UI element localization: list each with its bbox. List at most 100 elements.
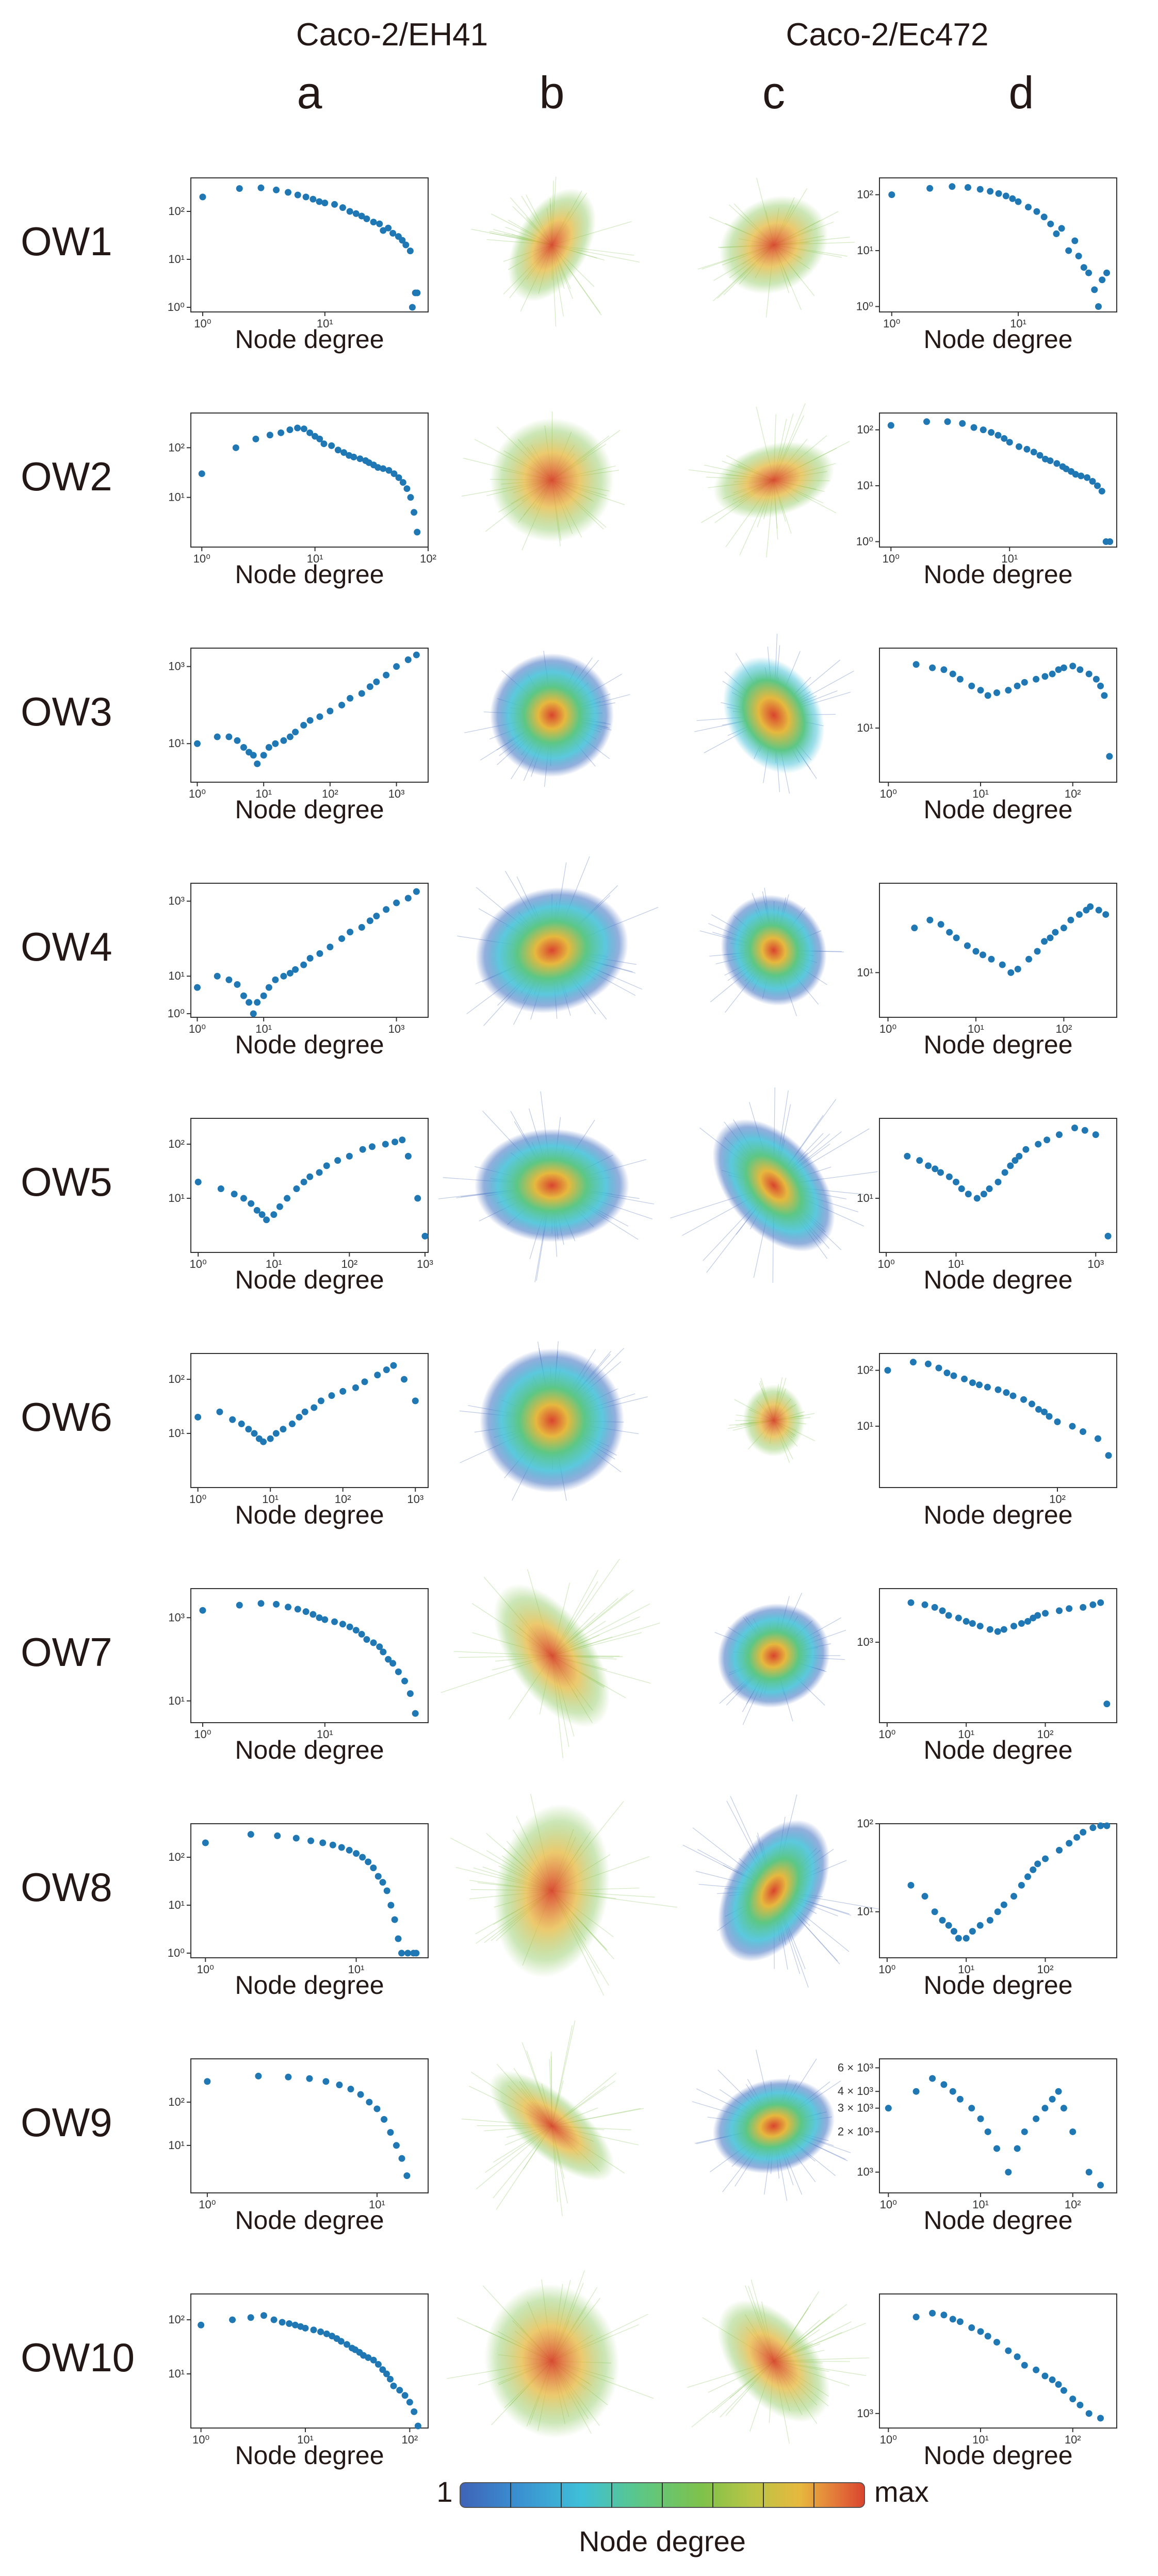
data-point <box>1005 687 1012 694</box>
data-point <box>193 984 201 991</box>
data-point <box>292 1835 300 1842</box>
data-point <box>250 1010 257 1017</box>
row-labels: OW1 OW2 OW3 OW4 OW5 OW6 OW7 OW8 OW9 OW10 <box>21 219 135 2380</box>
data-point <box>253 1207 260 1214</box>
data-point <box>950 1372 957 1379</box>
data-point <box>1024 1618 1032 1625</box>
x-tick-label: 10¹ <box>972 787 989 800</box>
network-ow8-c <box>682 1794 884 1988</box>
data-point <box>968 682 975 689</box>
data-point <box>1080 1428 1087 1435</box>
x-tick-label: 10² <box>1065 2198 1081 2211</box>
x-axis-label: Node degree <box>235 2441 384 2470</box>
panel-ow1-a: 10⁰ 10¹ 10⁰ 10¹ 10² Node degree <box>168 177 429 354</box>
data-point <box>953 934 960 942</box>
y-tick-label: 10² <box>857 188 873 201</box>
data-point <box>1033 2366 1040 2373</box>
data-point <box>907 1881 915 1889</box>
plot-frame <box>190 2293 429 2429</box>
data-point <box>945 1922 952 1929</box>
data-point <box>921 1601 928 1608</box>
data-point <box>412 1397 419 1405</box>
x-tick-label: 10² <box>1065 2433 1081 2446</box>
data-point <box>969 1379 976 1386</box>
y-tick-label: 10² <box>168 2095 185 2108</box>
x-tick-label: 10⁰ <box>194 317 211 330</box>
y-tick-label: 3 × 10³ <box>838 2102 873 2115</box>
data-point <box>286 969 293 977</box>
data-point <box>302 1608 309 1615</box>
data-point <box>1055 2381 1062 2388</box>
panel-ow9-a: 10⁰ 10¹ 10¹ 10² Node degree <box>168 2058 429 2235</box>
x-tick-label: 10² <box>322 787 338 800</box>
data-point <box>940 666 948 673</box>
data-point <box>980 426 987 434</box>
data-point <box>380 227 387 234</box>
data-point <box>1077 2401 1084 2408</box>
data-point <box>376 220 383 227</box>
y-tick-label: 10¹ <box>857 1419 873 1432</box>
data-point <box>198 2321 205 2329</box>
data-point <box>965 1191 972 1198</box>
data-point <box>257 184 265 191</box>
column-label-c: c <box>762 67 785 118</box>
data-point <box>1049 2095 1056 2103</box>
data-point <box>300 425 307 433</box>
data-point <box>401 2392 409 2399</box>
data-point <box>327 707 334 715</box>
data-point <box>373 2105 381 2112</box>
x-axis-label: Node degree <box>923 325 1072 354</box>
data-point <box>969 1928 976 1935</box>
x-tick-label: 10⁰ <box>189 1493 206 1506</box>
x-axis-label: Node degree <box>235 2206 384 2235</box>
data-point <box>1058 225 1065 232</box>
data-point <box>1095 303 1102 310</box>
data-point <box>961 1375 968 1382</box>
data-point <box>949 2088 956 2095</box>
data-point <box>1097 2182 1104 2189</box>
data-point <box>1035 1406 1042 1413</box>
data-point <box>406 2399 413 2406</box>
data-point <box>1055 2088 1062 2095</box>
data-point <box>1085 670 1092 678</box>
data-point <box>339 204 346 211</box>
data-point <box>904 1152 911 1160</box>
x-tick-label: 10¹ <box>968 1022 984 1035</box>
data-point <box>260 752 267 759</box>
data-point <box>1041 2372 1049 2380</box>
data-point <box>316 713 323 720</box>
data-point <box>399 237 406 244</box>
data-point <box>1091 286 1098 293</box>
data-point <box>1047 934 1054 942</box>
x-tick-label: 10¹ <box>948 1258 965 1270</box>
data-point <box>352 1627 360 1634</box>
y-tick-label: 10² <box>168 1137 185 1150</box>
data-point <box>247 2314 254 2321</box>
data-point <box>194 1413 202 1421</box>
y-tick-label: 10³ <box>857 2407 873 2420</box>
data-point <box>964 184 971 191</box>
x-axis-label: Node degree <box>235 1500 384 1529</box>
x-tick-label: 10⁰ <box>189 787 206 800</box>
data-point <box>391 1916 398 1923</box>
data-point <box>1047 220 1054 227</box>
data-point <box>229 2316 236 2323</box>
data-point <box>199 193 206 201</box>
x-tick-label: 10⁰ <box>199 2198 216 2211</box>
data-point <box>323 2330 330 2337</box>
column-label-a: a <box>297 67 322 118</box>
column-label-b: b <box>540 67 565 118</box>
data-point <box>1014 965 1021 972</box>
data-point <box>1071 1124 1078 1131</box>
data-point <box>979 951 986 959</box>
data-point <box>986 1185 993 1193</box>
x-tick-label: 10³ <box>417 1258 433 1270</box>
data-point <box>272 1430 280 1437</box>
plot-frame <box>190 177 429 312</box>
data-point <box>1095 906 1102 914</box>
network-core <box>490 418 614 542</box>
data-point <box>1049 2376 1056 2383</box>
data-point <box>1014 2353 1021 2360</box>
data-point <box>1041 2105 1049 2112</box>
data-point <box>1054 1418 1061 1425</box>
